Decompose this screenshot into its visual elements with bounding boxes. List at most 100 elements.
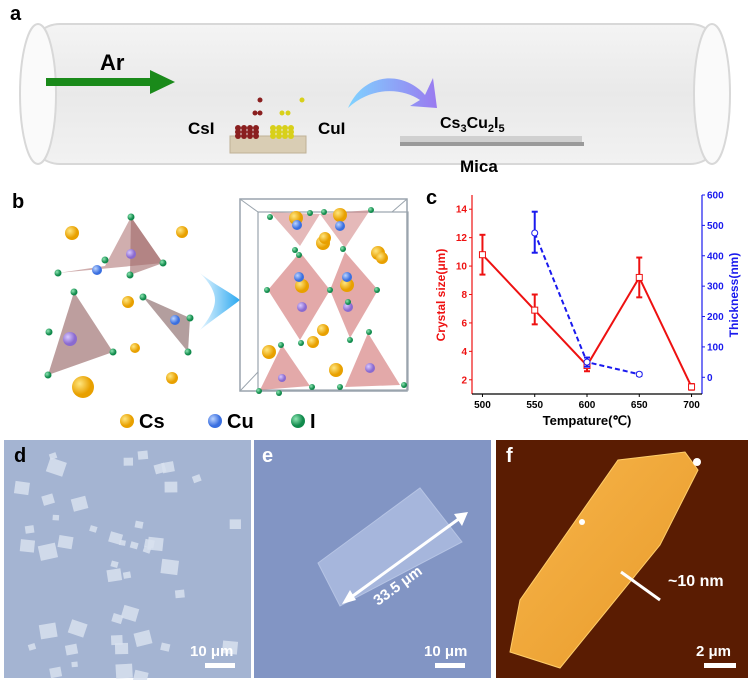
i-atom (374, 287, 380, 293)
i-atom (340, 246, 346, 252)
cs-atom (340, 278, 354, 292)
cs-atom (262, 345, 276, 359)
cs-atom (295, 279, 309, 293)
i-atom (309, 384, 315, 390)
gas-label: Ar (100, 50, 125, 75)
i-atom (296, 252, 302, 258)
i-atom (276, 390, 282, 396)
cs-atom (333, 208, 347, 222)
i-atom (109, 348, 117, 356)
y-left-tick-label: 10 (456, 262, 468, 273)
i-atom (126, 271, 134, 279)
vapor-particle (252, 110, 258, 116)
i-atom (327, 287, 333, 293)
csi-particle (241, 133, 247, 139)
crystal-flake (123, 457, 134, 466)
legend-i-label: I (310, 411, 316, 433)
data-point (531, 306, 539, 314)
i-atom (159, 259, 167, 267)
crystal-flake (49, 666, 63, 679)
crystal-flake (129, 541, 139, 550)
legend-cs-label: Cs (139, 411, 165, 433)
crystal-flake (13, 480, 30, 496)
crystal-flake (27, 643, 37, 651)
crystal-flake (133, 629, 153, 648)
cs-atom (166, 372, 178, 384)
crystal-flake (174, 589, 185, 599)
crystal-flake (160, 558, 180, 576)
i-atom (345, 299, 351, 305)
precursor-csi-label: CsI (188, 119, 214, 138)
data-point (583, 358, 591, 366)
panel-d-optical-image: d 10 μm (4, 440, 251, 680)
crystal-flake (48, 452, 58, 461)
cu-atom (63, 332, 77, 346)
i-atom (264, 287, 270, 293)
y-left-tick-label: 4 (461, 347, 467, 358)
cu-atom (297, 302, 307, 312)
crystal-flake (106, 568, 123, 583)
crystal-flake (67, 619, 88, 638)
i-atom (256, 388, 262, 394)
cs-atom (65, 226, 79, 240)
crystal-flake (114, 642, 129, 655)
crystal-flake (137, 450, 149, 460)
cs-atom (376, 252, 388, 264)
isolated-tetrahedra (44, 213, 194, 398)
y-left-tick-label: 8 (461, 290, 467, 301)
i-atom (321, 209, 327, 215)
i-atom (101, 256, 109, 264)
precursor-boat (229, 97, 307, 154)
panel-label-f: f (506, 445, 513, 467)
scale-bar-label: 2 μm (696, 643, 731, 660)
crystal-flake (64, 643, 79, 656)
panel-b: b Cs Cu I (12, 191, 409, 433)
cui-particle (282, 133, 288, 139)
height-label: ~10 nm (668, 573, 724, 590)
particle (693, 458, 701, 466)
crystal-flake (509, 451, 699, 669)
crystal-flake (57, 534, 74, 550)
particle (579, 519, 585, 525)
cu-atom (343, 302, 353, 312)
cu-atom (335, 221, 345, 231)
crystal-flake (111, 612, 124, 625)
i-atom (139, 293, 147, 301)
i-atom (366, 329, 372, 335)
panel-label-c: c (426, 187, 437, 209)
y-right-tick-label: 400 (707, 251, 724, 262)
y-axis-right-label: Thickness(nm) (727, 253, 741, 338)
crystal-flake (41, 493, 55, 506)
i-atom (368, 207, 374, 213)
y-left-tick-label: 14 (456, 205, 468, 216)
mica-substrate (400, 136, 584, 146)
profile-line (620, 570, 661, 602)
cs-atom (317, 324, 329, 336)
scale-bar-label: 10 μm (424, 643, 467, 660)
crystal-flake (120, 604, 140, 622)
cui-particle (276, 133, 282, 139)
panel-a: a Ar CsI CuI Cs3Cu2I5 Mica (10, 3, 731, 176)
data-point (635, 370, 643, 378)
crystal-flake (52, 514, 60, 521)
legend-cu-swatch (208, 414, 222, 428)
crystal-flake (317, 487, 463, 607)
i-atom (307, 210, 313, 216)
crystal-flake (134, 520, 144, 529)
i-atom (267, 214, 273, 220)
cu-atom (365, 363, 375, 373)
cu-atom (292, 220, 302, 230)
csi-particle (235, 133, 241, 139)
crystal-flake (70, 495, 89, 512)
data-point (635, 273, 643, 281)
i-atom (54, 269, 62, 277)
crystal-flake (38, 622, 58, 640)
cs-atom (176, 226, 188, 238)
crystal-flake (132, 669, 149, 680)
i-atom (70, 288, 78, 296)
crystal-flake (160, 642, 171, 652)
i-atom (347, 337, 353, 343)
vapor-particle (279, 110, 285, 116)
i-atom (401, 382, 407, 388)
y-right-tick-label: 300 (707, 282, 724, 293)
